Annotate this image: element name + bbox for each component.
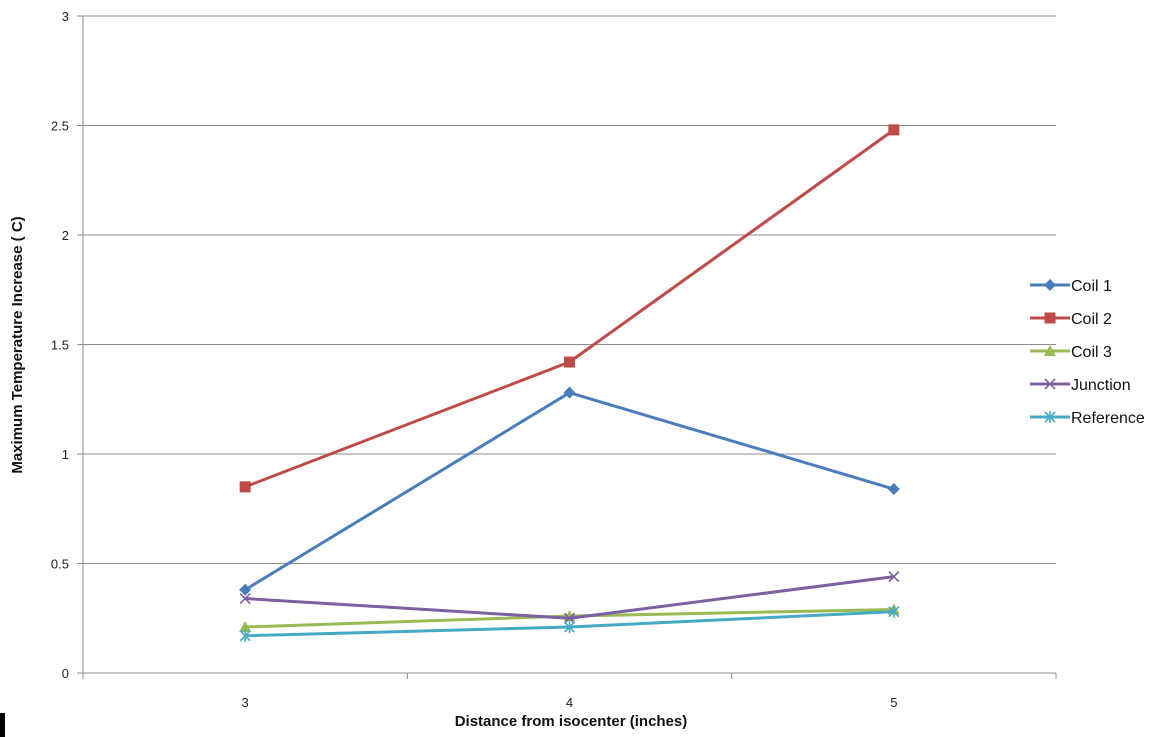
y-tick-label: 2.5 bbox=[51, 119, 69, 134]
series-line-coil-2 bbox=[244, 128, 895, 489]
legend-item-junction: Junction bbox=[1030, 377, 1131, 394]
data-point-coil-2 bbox=[888, 124, 900, 136]
legend: Coil 1 Coil 2 Coil 3 Junction Reference bbox=[1030, 278, 1145, 427]
legend-label: Coil 3 bbox=[1071, 344, 1112, 361]
data-point-junction bbox=[239, 592, 251, 605]
y-tick-label: 2 bbox=[62, 228, 69, 243]
data-point-coil-2 bbox=[564, 356, 575, 368]
legend-item-coil-1: Coil 1 bbox=[1030, 278, 1112, 295]
marker-stroke bbox=[1044, 378, 1056, 390]
x-tick-label: 4 bbox=[566, 695, 573, 710]
legend-item-reference: Reference bbox=[1030, 410, 1145, 427]
data-point-reference bbox=[239, 629, 251, 642]
gridlines bbox=[83, 15, 1056, 564]
y-tick-label: 0.5 bbox=[51, 557, 69, 572]
x-tick-label: 5 bbox=[890, 695, 897, 710]
data-point-coil-3 bbox=[239, 621, 252, 633]
data-point-junction bbox=[563, 612, 576, 624]
legend-marker bbox=[1044, 279, 1056, 291]
marker-stroke bbox=[563, 612, 576, 624]
axes: 0 0.5 1 1.5 2 2.5 3 3 4 5 bbox=[51, 9, 1057, 710]
y-tick-label: 0 bbox=[62, 666, 69, 681]
legend-label: Coil 1 bbox=[1071, 278, 1112, 295]
legend-marker bbox=[1044, 378, 1056, 390]
legend-item-coil-2: Coil 2 bbox=[1030, 311, 1112, 328]
legend-label: Coil 2 bbox=[1071, 311, 1112, 328]
y-tick-label: 1.5 bbox=[51, 338, 69, 353]
marker-stroke bbox=[239, 592, 251, 605]
marker-stroke bbox=[888, 571, 900, 583]
series-coil-2 bbox=[239, 124, 900, 493]
data-point-junction bbox=[888, 571, 900, 583]
data-point-coil-1 bbox=[887, 483, 900, 496]
data-point-coil-2 bbox=[239, 481, 251, 493]
legend-item-coil-3: Coil 3 bbox=[1030, 344, 1112, 361]
legend-marker bbox=[1044, 411, 1056, 423]
data-point-coil-1 bbox=[563, 386, 576, 399]
data-point-reference bbox=[563, 621, 576, 634]
legend-label: Junction bbox=[1071, 377, 1131, 394]
legend-marker bbox=[1044, 345, 1056, 356]
x-tick-label: 3 bbox=[242, 695, 249, 710]
data-point-reference bbox=[888, 605, 900, 618]
series-line-coil-1 bbox=[244, 391, 895, 592]
y-tick-label: 3 bbox=[62, 9, 69, 24]
legend-marker bbox=[1044, 312, 1056, 324]
x-axis-title: Distance from isocenter (inches) bbox=[455, 713, 688, 730]
data-point-coil-1 bbox=[239, 583, 252, 596]
y-axis-title: Maximum Temperature Increase ( C) bbox=[9, 216, 26, 473]
series-lines bbox=[239, 124, 900, 642]
series-junction bbox=[239, 571, 900, 624]
legend-label: Reference bbox=[1071, 410, 1145, 427]
series-reference bbox=[239, 605, 900, 642]
y-tick-label: 1 bbox=[62, 447, 69, 462]
corner-mark bbox=[0, 713, 5, 737]
series-coil-1 bbox=[239, 386, 900, 596]
